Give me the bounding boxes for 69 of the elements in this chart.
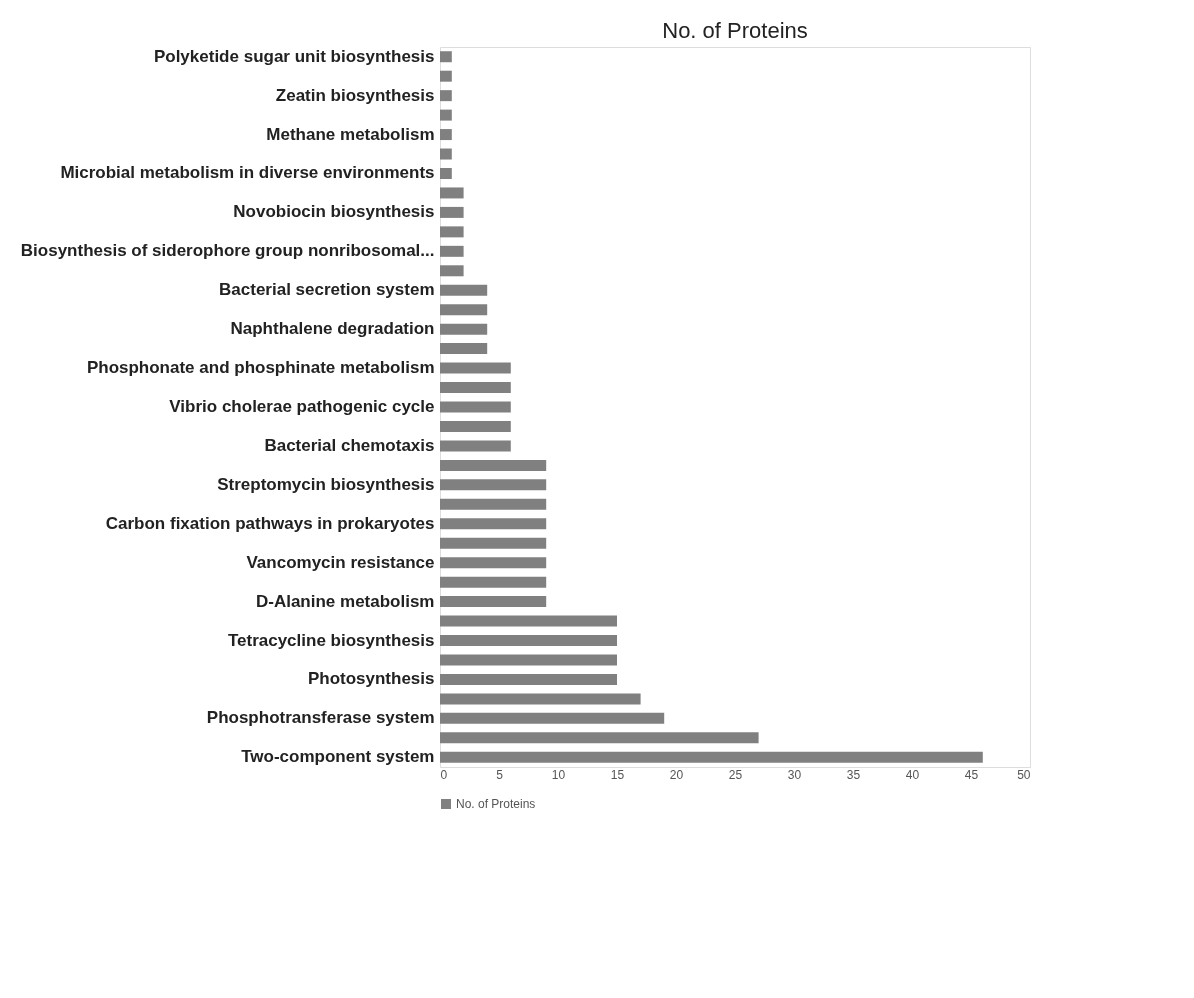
bar [440,693,641,705]
bar [440,284,488,296]
y-tick-label: Phosphonate and phosphinate metabolism [86,358,435,378]
x-tick-label: 20 [669,767,684,782]
y-tick-label: Photosynthesis [307,669,435,689]
y-tick-label: Methane metabolism [266,124,435,144]
bar [440,440,511,452]
bar [440,245,464,257]
bar [440,479,547,491]
bar [440,420,511,432]
legend-label: No. of Proteins [456,797,536,811]
y-tick-label: Carbon fixation pathways in prokaryotes [105,513,435,533]
x-tick-label: 50 [1017,767,1031,782]
y-tick-label: Vancomycin resistance [246,552,435,572]
chart-title: No. of Proteins [662,18,808,43]
bar [440,401,511,413]
bar [440,751,983,763]
y-tick-label: Naphthalene degradation [230,319,435,339]
y-tick-label: Tetracycline biosynthesis [227,630,435,650]
y-tick-label: Zeatin biosynthesis [275,85,435,105]
x-tick-label: 0 [440,767,448,782]
x-tick-label: 35 [846,767,861,782]
x-tick-label: 15 [610,767,625,782]
y-tick-label: Polyketide sugar unit biosynthesis [153,46,435,66]
bar [440,498,547,510]
bar [440,596,547,608]
bar [440,265,464,277]
bar [440,518,547,530]
bar [440,732,759,744]
y-tick-label: Bacterial chemotaxis [264,435,435,455]
y-tick-label: Phosphotransferase system [206,708,435,728]
x-tick-label: 5 [496,767,504,782]
bar [440,226,464,238]
bar [440,187,464,199]
bar [440,673,617,685]
y-tick-label: Two-component system [241,747,435,767]
x-tick-label: 45 [964,767,979,782]
y-tick-label: D-Alanine metabolism [255,591,435,611]
bar [440,70,452,82]
bar [440,90,452,102]
bar [440,654,617,666]
bar [440,615,617,627]
bar [440,304,488,316]
bar [440,537,547,549]
bar [440,712,665,724]
bar [440,343,488,355]
y-tick-label: Microbial metabolism in diverse environments [60,163,435,183]
x-tick-label: 25 [728,767,743,782]
x-tick-label: 40 [905,767,920,782]
y-tick-label: Bacterial secretion system [219,280,435,300]
y-tick-label: Vibrio cholerae pathogenic cycle [169,397,435,416]
bar [440,206,464,218]
y-tick-label: Streptomycin biosynthesis [217,474,435,494]
bar [440,148,452,160]
y-tick-label: Novobiocin biosynthesis [233,202,435,222]
bar [440,323,488,335]
bar [440,129,452,141]
y-tick-label: Biosynthesis of siderophore group nonribosomal... [20,241,435,261]
bar [440,557,547,569]
bar [440,51,452,63]
bar [440,459,547,471]
x-tick-label: 10 [551,767,566,782]
bar [440,576,547,588]
bar [440,109,452,121]
x-tick-label: 30 [787,767,802,782]
bar [440,362,511,374]
bar [440,382,511,394]
bar [440,635,617,647]
bar [440,167,452,179]
